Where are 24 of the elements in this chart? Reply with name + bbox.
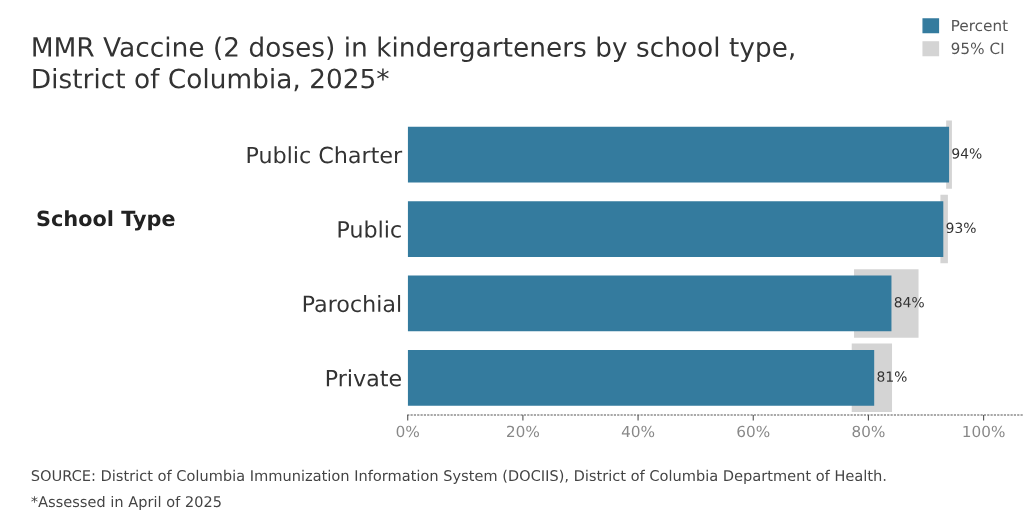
x-tick-label: 100% bbox=[963, 425, 1005, 438]
y-tick-label: Public bbox=[338, 220, 401, 238]
bar bbox=[407, 275, 892, 332]
bar bbox=[407, 126, 950, 183]
legend-label: 95% CI bbox=[951, 42, 1004, 55]
bar bbox=[407, 349, 875, 406]
y-tick-label: Private bbox=[326, 369, 401, 387]
data-label: 81% bbox=[877, 371, 907, 382]
y-tick-label: Public Charter bbox=[247, 146, 403, 164]
data-label: 93% bbox=[946, 222, 976, 234]
x-tick-label: 0% bbox=[396, 425, 419, 438]
source-note: SOURCE: District of Columbia Immunization Information System (DOCIIS), District of Columbia Department of Health. bbox=[31, 469, 886, 484]
data-label: 94% bbox=[952, 148, 982, 159]
y-tick-label: Parochial bbox=[303, 294, 401, 313]
chart-title: MMR Vaccine (2 doses) in kindergarteners by school type, District of Columbia, 2025* bbox=[33, 36, 794, 92]
x-tick-label: 80% bbox=[852, 425, 885, 438]
legend-label: Percent bbox=[952, 19, 1008, 32]
text: *Assessed in April of 2025 bbox=[31, 495, 221, 511]
x-tick-label: 60% bbox=[737, 425, 770, 438]
x-tick-label: 40% bbox=[621, 425, 655, 438]
data-label: 84% bbox=[894, 296, 924, 308]
y-axis-title: School Type bbox=[37, 210, 175, 231]
bar bbox=[407, 201, 944, 257]
x-tick-label: 20% bbox=[507, 425, 540, 438]
